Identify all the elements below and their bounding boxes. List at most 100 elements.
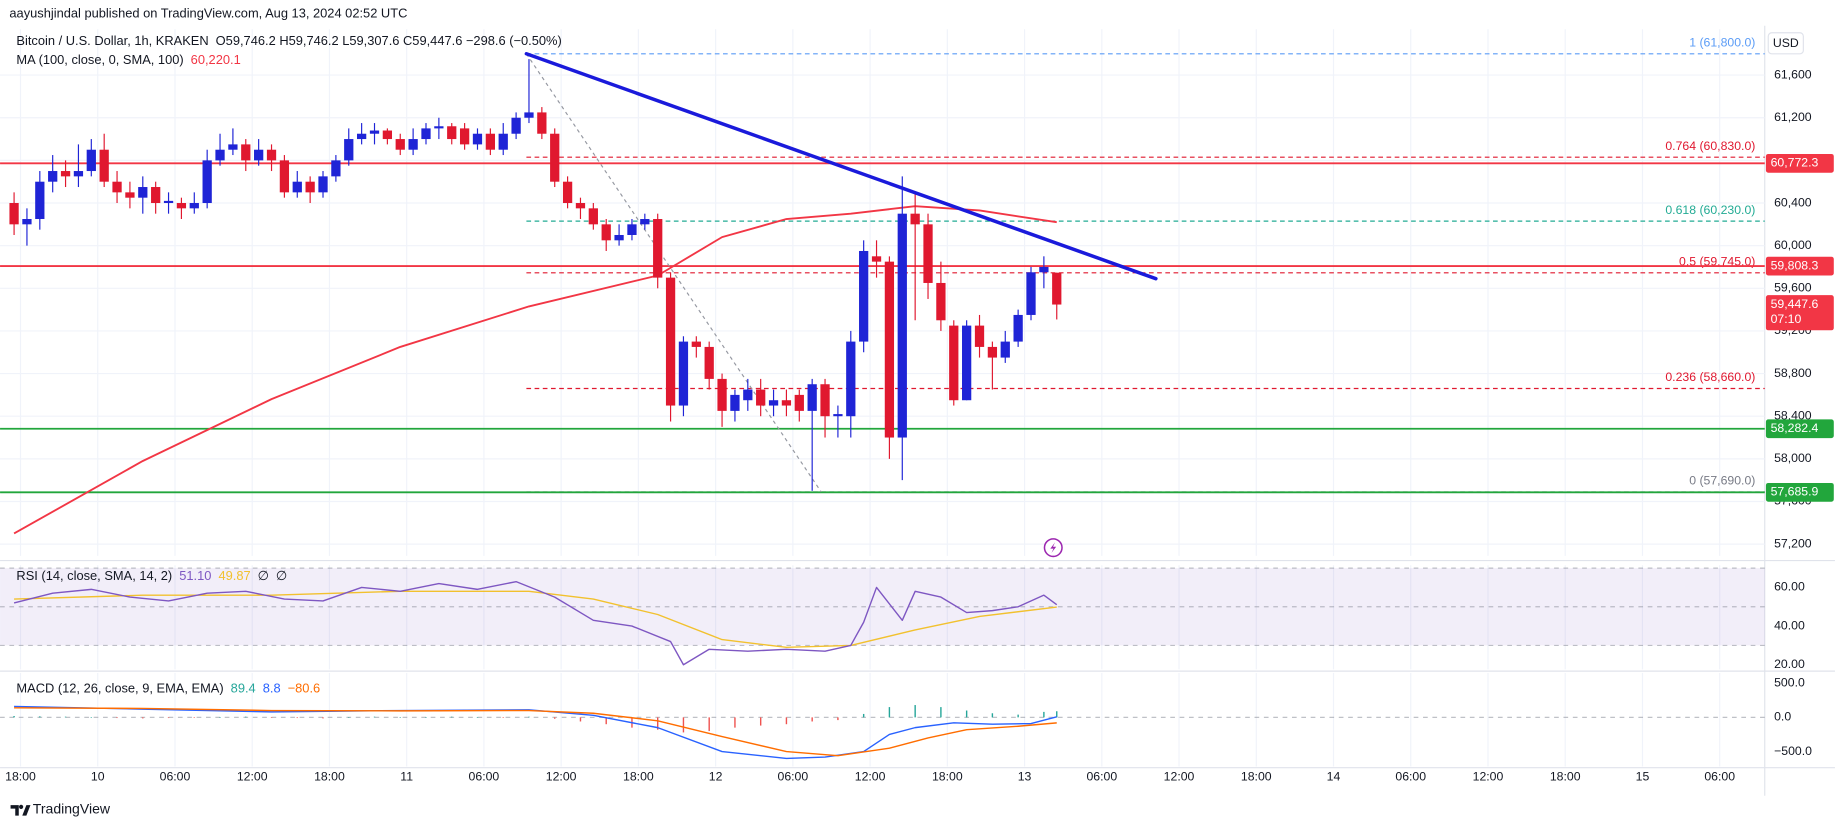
candle-body xyxy=(949,325,959,401)
x-tick-label: 12:00 xyxy=(855,769,886,783)
y-tick-label: −500.0 xyxy=(1774,744,1812,758)
candle-body xyxy=(717,378,727,411)
moving-average xyxy=(13,205,1057,535)
histogram-bar xyxy=(116,717,118,719)
y-tick-label: 60,000 xyxy=(1774,238,1812,252)
y-tick-label: 58,800 xyxy=(1774,366,1812,380)
candle-body xyxy=(614,234,624,241)
price-label: 59,808.3 xyxy=(1771,258,1819,272)
histogram-bar xyxy=(888,707,891,718)
histogram-bar xyxy=(837,717,839,721)
price-label: 60,772.3 xyxy=(1771,156,1819,170)
candle-body xyxy=(923,224,933,283)
candle-body xyxy=(241,144,251,161)
candle-body xyxy=(434,126,444,129)
y-tick-label: 57,200 xyxy=(1774,536,1812,550)
histogram-bar xyxy=(708,717,710,732)
symbol: Bitcoin / U.S. Dollar, 1h, KRAKEN xyxy=(16,34,208,49)
x-tick-label: 14 xyxy=(1327,769,1341,783)
candle-body xyxy=(318,176,328,193)
candle-body xyxy=(189,203,199,209)
candle-body xyxy=(910,213,920,225)
histogram-bar xyxy=(734,717,736,728)
histogram-bar xyxy=(193,717,195,718)
y-tick-label: 58,000 xyxy=(1774,451,1812,465)
histogram-bar xyxy=(991,713,994,718)
candle-body xyxy=(1013,314,1023,342)
rsi-legend: RSI (14, close, SMA, 14, 2) 51.10 49.87 ∅ ∅ xyxy=(16,568,287,583)
candle-body xyxy=(820,384,830,417)
candle-body xyxy=(138,187,148,198)
rsi-line xyxy=(14,590,1057,649)
candle-body xyxy=(228,144,238,150)
candle-body xyxy=(176,203,187,209)
x-tick-label: 12 xyxy=(709,769,723,783)
y-tick-label: 60.00 xyxy=(1774,580,1805,594)
candle-body xyxy=(730,394,740,411)
indicator-title: RSI (14, close, SMA, 14, 2) xyxy=(16,568,172,583)
candle-body xyxy=(292,181,302,193)
candle-body xyxy=(215,149,225,161)
x-tick-label: 06:00 xyxy=(778,769,809,783)
currency-box[interactable] xyxy=(1767,32,1804,55)
x-tick-label: 06:00 xyxy=(1704,769,1735,783)
y-tick-label: 61,200 xyxy=(1774,110,1812,124)
x-tick-label: 18:00 xyxy=(932,769,963,783)
currency[interactable]: USD xyxy=(1773,36,1799,50)
candle-body xyxy=(408,139,418,150)
candle-body xyxy=(833,414,843,417)
fib-label: 0.5 (59,745.0) xyxy=(1679,255,1755,269)
candle-body xyxy=(846,341,856,417)
candle-body xyxy=(202,160,212,204)
ma-legend: MA (100, close, 0, SMA, 100) 60,220.1 xyxy=(16,52,240,67)
x-tick-label: 12:00 xyxy=(1164,769,1195,783)
x-tick-label: 15 xyxy=(1636,769,1650,783)
y-tick-label: 40.00 xyxy=(1774,618,1805,632)
y-tick-label: 0.0 xyxy=(1774,710,1791,724)
event-icon[interactable] xyxy=(1043,538,1063,558)
candle-body xyxy=(472,133,483,145)
event-bolt[interactable] xyxy=(1050,542,1057,553)
candle-body xyxy=(794,394,804,411)
histogram-bar xyxy=(373,716,376,718)
histogram-bar xyxy=(1043,711,1045,718)
candle-body xyxy=(897,213,907,438)
candle-body xyxy=(665,277,676,406)
x-tick-label: 18:00 xyxy=(314,769,345,783)
macd-line xyxy=(14,707,1057,757)
candle-body xyxy=(279,160,290,193)
histogram-bar xyxy=(39,716,41,718)
candle-body xyxy=(936,282,946,321)
histogram-bar xyxy=(64,716,67,718)
histogram-bar xyxy=(759,717,762,726)
price-label-box xyxy=(1765,419,1834,439)
histogram-bar xyxy=(785,717,788,725)
histogram-bar xyxy=(142,717,144,719)
logo-mark xyxy=(10,805,31,816)
candle-body xyxy=(421,128,431,140)
candle-body xyxy=(163,200,174,204)
histogram-bar xyxy=(940,707,942,718)
histogram-bar xyxy=(348,717,350,718)
candle-body xyxy=(395,139,405,150)
y-tick-label: 61,600 xyxy=(1774,67,1812,81)
candle-body xyxy=(86,149,96,172)
x-tick-label: 18:00 xyxy=(5,769,36,783)
histogram-bar xyxy=(167,717,170,719)
candle-body xyxy=(22,219,32,225)
publisher: aayushjindal published on TradingView.co… xyxy=(9,5,407,20)
candle-body xyxy=(884,261,895,438)
candle-body xyxy=(743,389,753,401)
candle-body xyxy=(807,384,817,411)
histogram-bar xyxy=(554,717,556,719)
x-tick-label: 06:00 xyxy=(160,769,191,783)
candle-body xyxy=(653,219,663,278)
candle-body xyxy=(99,149,109,182)
histogram-bar xyxy=(502,717,504,718)
candle-body xyxy=(35,181,45,220)
price-label-box xyxy=(1765,153,1834,173)
ma-name: MA (100, close, 0, SMA, 100) xyxy=(16,52,183,67)
candle-body xyxy=(781,400,792,406)
histogram-bar xyxy=(811,717,813,722)
x-tick-label: 06:00 xyxy=(1086,769,1117,783)
